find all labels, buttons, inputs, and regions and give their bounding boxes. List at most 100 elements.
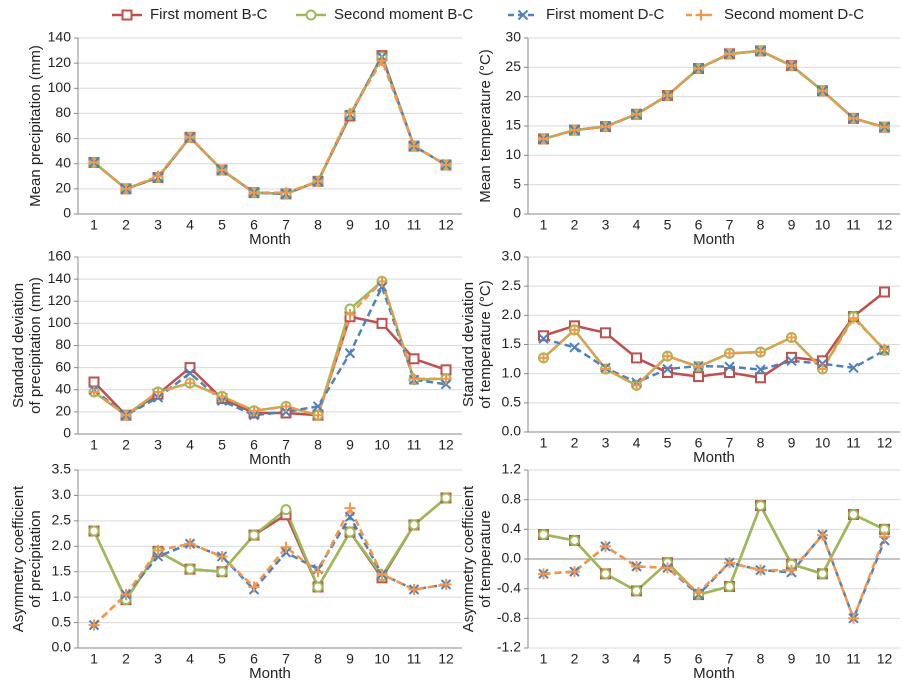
- x-tick-label: 12: [438, 217, 454, 233]
- series-line: [93, 52, 447, 196]
- marker: [312, 401, 324, 412]
- y-axis-label: of temperature: [477, 510, 494, 608]
- marker: [216, 164, 228, 176]
- y-tick-label: 0: [63, 425, 71, 441]
- x-tick-label: 4: [633, 435, 641, 451]
- y-axis-label: Standard deviation: [460, 282, 477, 407]
- marker: [408, 140, 420, 152]
- y-tick-label: 60: [55, 358, 71, 374]
- marker: [376, 281, 388, 293]
- marker: [440, 364, 452, 376]
- marker: [280, 187, 292, 199]
- legend-label: First moment D-C: [546, 6, 665, 23]
- marker: [120, 183, 132, 195]
- y-tick-label: 0.8: [502, 490, 522, 506]
- y-tick-label: 100: [48, 314, 72, 330]
- marker: [440, 159, 452, 171]
- marker: [848, 312, 859, 324]
- series-line: [93, 57, 447, 194]
- marker: [344, 502, 356, 514]
- x-tick-label: 5: [664, 435, 672, 451]
- marker: [280, 406, 292, 418]
- marker: [631, 585, 642, 597]
- marker: [152, 170, 164, 182]
- x-tick-label: 12: [438, 437, 454, 453]
- x-tick-label: 7: [726, 651, 734, 667]
- marker: [662, 89, 673, 101]
- x-tick-label: 1: [540, 217, 548, 233]
- marker: [248, 529, 260, 541]
- x-tick-label: 9: [788, 217, 796, 233]
- marker: [376, 275, 388, 287]
- y-axis-label: Asymmetry coefficient: [460, 485, 477, 632]
- marker: [600, 363, 611, 375]
- legend-label: Second moment D-C: [724, 6, 864, 23]
- marker: [693, 63, 704, 75]
- marker: [724, 347, 735, 359]
- marker: [569, 342, 580, 353]
- marker: [120, 409, 132, 421]
- x-tick-label: 4: [186, 651, 194, 667]
- x-tick-label: 12: [438, 651, 454, 667]
- marker: [631, 560, 642, 572]
- y-axis-label: of temperature (°C): [477, 280, 494, 409]
- y-axis-label: Mean precipitation (mm): [27, 45, 44, 207]
- marker: [755, 564, 766, 576]
- x-tick-label: 11: [846, 651, 861, 667]
- x-tick-label: 6: [695, 651, 703, 667]
- marker: [88, 386, 100, 398]
- x-tick-label: 3: [154, 437, 162, 453]
- y-axis-label: Mean temperature (°C): [477, 49, 494, 203]
- series-line: [93, 514, 447, 627]
- x-tick-label: 3: [154, 217, 162, 233]
- marker: [693, 371, 704, 383]
- marker: [879, 121, 890, 133]
- marker: [569, 566, 580, 578]
- marker: [408, 373, 420, 385]
- y-tick-label: 0.5: [52, 613, 72, 629]
- x-tick-label: 6: [695, 435, 703, 451]
- y-tick-label: 0.4: [502, 520, 522, 536]
- marker: [216, 390, 228, 402]
- x-axis-label: Month: [693, 665, 735, 681]
- x-tick-label: 3: [602, 217, 610, 233]
- x-tick-label: 4: [186, 217, 194, 233]
- x-axis-label: Month: [249, 451, 291, 468]
- marker: [248, 405, 260, 417]
- x-tick-label: 9: [788, 651, 796, 667]
- marker: [693, 586, 704, 598]
- y-tick-label: 0.0: [502, 550, 522, 566]
- marker: [600, 121, 611, 133]
- y-tick-label: 3.5: [52, 461, 72, 477]
- x-tick-label: 4: [633, 651, 641, 667]
- y-tick-label: 5: [513, 175, 521, 191]
- y-tick-label: 0.5: [502, 394, 522, 410]
- series-line: [92, 497, 447, 603]
- marker: [569, 534, 580, 546]
- marker: [440, 578, 452, 590]
- marker: [312, 409, 324, 421]
- y-tick-label: 0: [513, 205, 521, 221]
- marker: [538, 333, 549, 344]
- x-axis-label: Month: [249, 665, 291, 681]
- x-tick-label: 4: [186, 437, 194, 453]
- x-tick-label: 7: [282, 651, 290, 667]
- y-axis-label: of precipitation: [27, 510, 44, 608]
- marker: [344, 309, 356, 321]
- marker: [879, 343, 890, 355]
- y-tick-label: 120: [48, 54, 72, 70]
- marker: [184, 367, 196, 379]
- marker: [152, 544, 164, 556]
- marker: [408, 584, 420, 596]
- x-tick-label: 9: [346, 437, 354, 453]
- x-tick-label: 5: [218, 217, 226, 233]
- marker: [693, 361, 704, 373]
- marker: [724, 48, 735, 60]
- y-tick-label: 30: [505, 29, 521, 45]
- marker: [848, 509, 859, 520]
- y-tick-label: 0: [63, 205, 71, 221]
- marker: [88, 376, 100, 388]
- marker: [216, 550, 228, 562]
- marker: [631, 352, 642, 364]
- x-tick-label: 11: [846, 217, 861, 233]
